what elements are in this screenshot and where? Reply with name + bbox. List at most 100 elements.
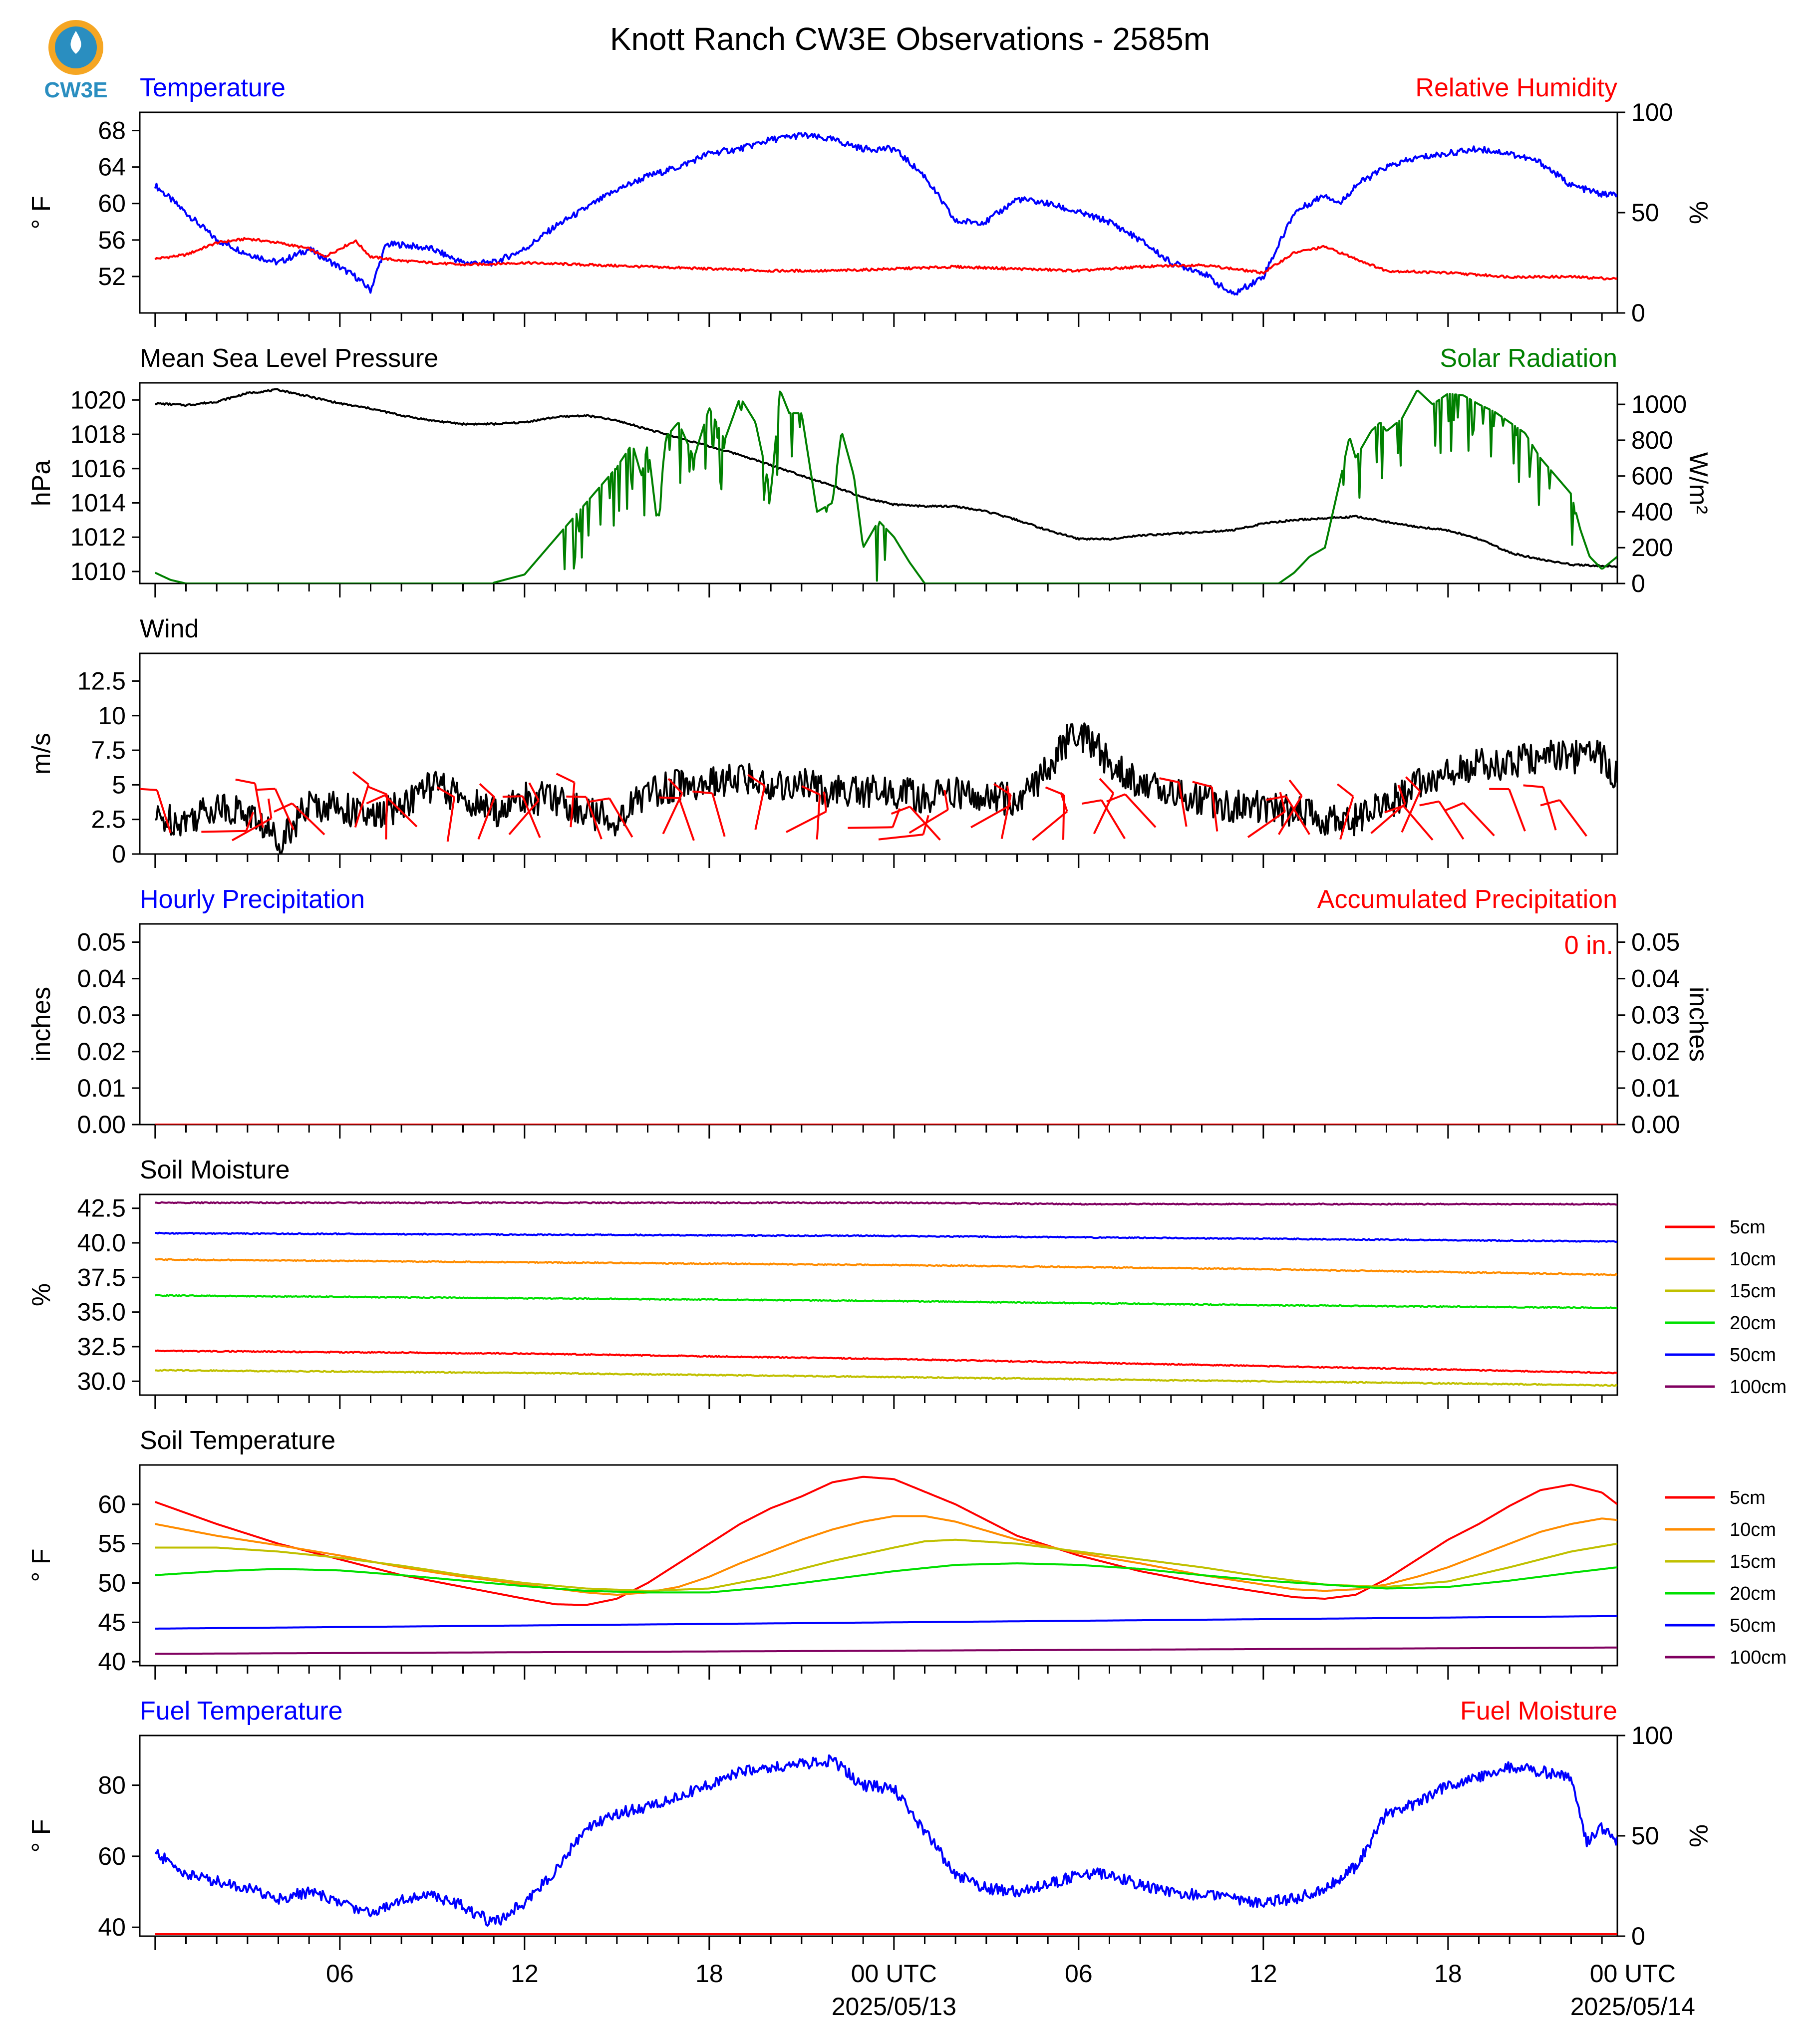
y-tick-label: 50	[98, 1569, 126, 1597]
x-tick-label: 18	[1434, 1960, 1462, 1988]
wind-barb	[678, 798, 695, 841]
y-tick-label-right: 0	[1631, 1922, 1645, 1950]
x-date-label: 2025/05/14	[1570, 1993, 1695, 2021]
series-line-solar-radiation	[154, 389, 1617, 583]
panel-4: Hourly Precipitation Accumulated Precipit…	[27, 885, 1713, 1139]
y-tick-label: 1016	[70, 455, 126, 483]
y-tick-label: 80	[98, 1771, 126, 1799]
y-tick-label: 40	[98, 1913, 126, 1941]
series-line-10cm	[154, 1258, 1617, 1276]
wind-barb	[1285, 796, 1311, 835]
legend-label: 20cm	[1730, 1583, 1776, 1604]
chart-title: Knott Ranch CW3E Observations - 2585m	[610, 21, 1210, 57]
wind-barb-flag	[993, 783, 1011, 796]
panel-5: Soil Moisture 30.0 32.5 35.0 37.5 40.0 42.5% 5c…	[27, 1156, 1787, 1409]
y-tick-label: 45	[98, 1608, 126, 1636]
wind-barb-flag	[235, 778, 256, 785]
panel-title-left: Mean Sea Level Pressure	[140, 344, 438, 373]
wind-barb	[1438, 801, 1465, 840]
wind-barb-flag	[1523, 784, 1543, 788]
wind-barb-flag	[1337, 783, 1354, 798]
y-tick-label-right: 100	[1631, 1722, 1673, 1749]
wind-barb	[754, 785, 766, 830]
y-tick-label: 56	[98, 226, 126, 254]
panel-title-left: Fuel Temperature	[140, 1697, 343, 1726]
y-tick-label: 1012	[70, 523, 126, 551]
wind-barb	[909, 809, 948, 834]
logo-text: CW3E	[44, 78, 107, 102]
y-axis-label: inches	[27, 987, 56, 1062]
y-tick-label-right: 0	[1631, 299, 1645, 327]
y-tick-label: 12.5	[77, 667, 126, 695]
x-tick-label: 18	[695, 1960, 723, 1988]
y-axis-label-right: %	[1684, 201, 1713, 224]
series-line-15cm	[155, 1538, 1617, 1592]
y-axis-label: ° F	[27, 1548, 56, 1582]
y-tick-label: 60	[98, 1842, 126, 1870]
y-tick-label: 40.0	[77, 1229, 126, 1257]
wind-barb	[354, 784, 370, 828]
wind-barb	[585, 796, 603, 840]
wind-barb-flag	[1384, 805, 1404, 814]
wind-barb	[1101, 800, 1126, 840]
wind-barb	[570, 782, 576, 828]
wind-barb-flag	[255, 788, 276, 791]
y-axis-label: ° F	[27, 1819, 56, 1852]
wind-barb	[816, 794, 821, 840]
plot-frame	[139, 1193, 1618, 1396]
x-tick-label: 06	[326, 1960, 354, 1988]
legend-label: 10cm	[1730, 1249, 1776, 1270]
legend-label: 15cm	[1730, 1551, 1776, 1572]
wind-barb-flag	[274, 802, 293, 813]
series-line-15cm	[155, 1369, 1617, 1387]
y-tick-label-right: 100	[1631, 98, 1673, 126]
wind-barb	[1370, 803, 1406, 834]
x-tick-label: 00 UTC	[851, 1960, 937, 1988]
wind-barb-flag	[140, 788, 157, 791]
x-tick-label: 12	[1249, 1960, 1277, 1988]
wind-barb-flag	[823, 791, 828, 812]
wind-barb	[1508, 789, 1526, 832]
y-tick-label: 1020	[70, 386, 126, 414]
y-tick-label-right: 0.03	[1631, 1001, 1680, 1029]
panel-title-left: Soil Temperature	[140, 1426, 335, 1455]
wind-barb	[291, 803, 325, 836]
y-tick-label: 52	[98, 263, 126, 290]
data-layer	[155, 1475, 1617, 1655]
panel-title-right: Accumulated Precipitation	[1317, 885, 1617, 914]
wind-barb	[477, 797, 496, 840]
y-axis-label-right: inches	[1684, 987, 1713, 1062]
wind-barb-flag	[245, 812, 254, 832]
wind-barb	[909, 806, 941, 841]
y-tick-label-right: 0.02	[1631, 1038, 1680, 1066]
wind-barb	[1558, 799, 1587, 837]
panel-title-right: Fuel Moisture	[1460, 1697, 1617, 1726]
wind-barb	[446, 797, 456, 842]
y-tick-label: 40	[98, 1648, 126, 1676]
x-tick-label: 00 UTC	[1590, 1960, 1676, 1988]
data-layer	[140, 722, 1617, 854]
y-tick-label-right: 0	[1631, 570, 1645, 597]
y-tick-label-right: 50	[1631, 199, 1659, 227]
wind-barb	[848, 826, 893, 829]
y-tick-label: 2.5	[91, 806, 126, 834]
y-tick-label-right: 200	[1631, 534, 1673, 562]
wind-barb-flag	[891, 806, 910, 815]
y-tick-label: 1018	[70, 420, 126, 448]
series-line-20cm	[155, 1562, 1617, 1594]
y-tick-label: 1014	[70, 489, 126, 517]
x-date-label: 2025/05/13	[832, 1993, 956, 2021]
wind-barb	[1463, 802, 1495, 837]
series-line-10cm	[155, 1515, 1617, 1596]
wind-barb-flag	[1405, 776, 1421, 792]
legend-label: 5cm	[1730, 1487, 1766, 1508]
wind-barb-flag	[1159, 777, 1180, 784]
panel-title-left: Soil Moisture	[140, 1156, 290, 1184]
legend-label: 100cm	[1730, 1647, 1787, 1668]
series-line-wind	[155, 722, 1617, 854]
y-tick-label-right: 0.00	[1631, 1111, 1680, 1139]
data-layer	[154, 388, 1617, 583]
y-tick-label: 0.02	[77, 1038, 126, 1066]
y-tick-label: 60	[98, 1490, 126, 1518]
wind-barb	[1401, 791, 1421, 833]
